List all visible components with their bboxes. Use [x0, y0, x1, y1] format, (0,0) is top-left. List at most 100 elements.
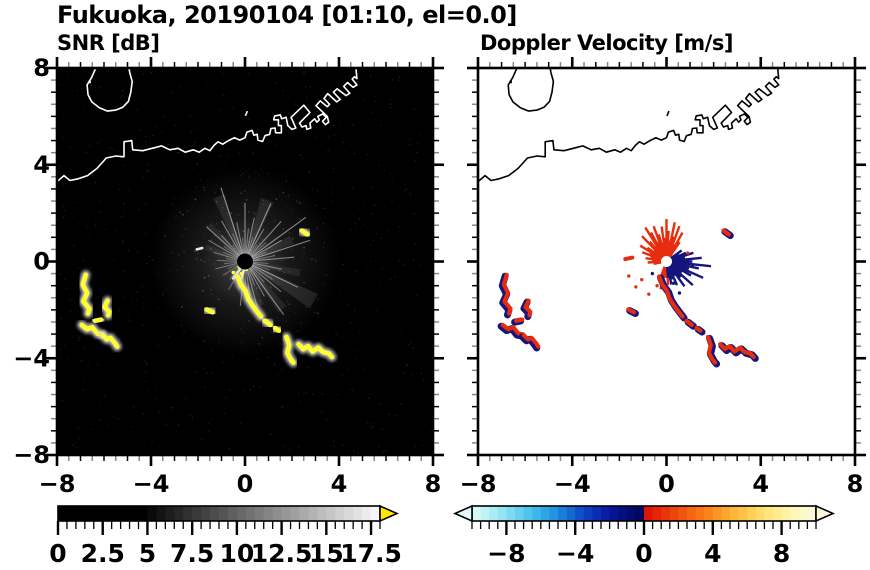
echo-feature: [656, 274, 685, 319]
coastline-path: [478, 68, 780, 183]
coastline-path: [244, 110, 249, 117]
colorbar-tick-label: 0: [49, 539, 66, 568]
bright-dash: [195, 246, 204, 251]
colorbar-tick-label: 12.5: [251, 539, 313, 568]
red-dash: [623, 255, 635, 262]
echo-feature: [204, 307, 215, 315]
navy-speck: [690, 264, 695, 269]
beam-wedge: [206, 222, 245, 262]
y-axis-tick-label: 4: [33, 151, 50, 179]
echo-feature: [80, 272, 92, 316]
echo-feature: [102, 298, 112, 318]
radar-center-disk: [237, 253, 253, 270]
echo-dot: [231, 270, 236, 275]
red-speck: [655, 283, 659, 288]
island-speck: [88, 80, 91, 84]
x-axis-tick-label: 0: [237, 470, 254, 498]
snr-panel-title: SNR [dB]: [57, 31, 160, 55]
panel-border: [476, 66, 857, 457]
colorbar-tick-label: 4: [704, 539, 721, 568]
navy-speck: [650, 271, 655, 276]
y-axis-tick-label: 8: [33, 54, 50, 82]
echo-feature: [284, 334, 296, 365]
colorbar-tick-label: −8: [487, 539, 525, 568]
x-axis-tick-label: −8: [460, 470, 497, 498]
red-speck: [686, 251, 690, 255]
echo-feature: [262, 318, 273, 328]
x-axis-tick-label: −4: [133, 470, 170, 498]
echo-feature: [626, 307, 637, 315]
colorbar-tick-label: 7.5: [170, 539, 214, 568]
radial-streak: [244, 216, 307, 262]
snr-axes: −8 −4 0 4 8 8 4 0 −4 −8: [13, 54, 444, 498]
colorbar-tick-label: 10: [219, 539, 254, 568]
navy-speck: [677, 291, 682, 295]
beam-wedge: [213, 194, 245, 262]
beam-wedge: [245, 261, 265, 307]
coastline-path: [86, 68, 133, 112]
red-speck: [647, 292, 651, 296]
x-axis-tick-label: 4: [331, 470, 348, 498]
y-axis-tick-label: 0: [33, 248, 50, 276]
snr-map: [57, 68, 433, 455]
doppler-panel-title: Doppler Velocity [m/s]: [480, 31, 733, 55]
coastline-path: [507, 68, 555, 112]
figure-title: Fukuoka, 20190104 [01:10, el=0.0]: [57, 1, 517, 29]
echo-feature: [296, 341, 335, 360]
echo-feature: [92, 317, 104, 324]
under-range-arrow: [453, 504, 473, 523]
coastline-path: [666, 110, 670, 117]
radial-streak: [244, 239, 310, 263]
echo-feature: [521, 333, 541, 349]
radial-streak: [244, 256, 295, 263]
x-axis-tick-label: 0: [658, 470, 675, 498]
y-axis-tick-label: −4: [13, 344, 50, 372]
red-speck: [640, 277, 644, 282]
echo-feature: [523, 298, 533, 318]
echo-feature: [705, 334, 718, 365]
over-range-arrow: [379, 504, 399, 523]
echo-feature: [299, 228, 310, 237]
colorbar-tick-label: −4: [556, 539, 594, 568]
colorbar-tick-label: 2.5: [81, 539, 125, 568]
radial-streak: [244, 220, 282, 262]
echo-feature: [514, 317, 525, 323]
x-axis-tick-label: −8: [39, 470, 76, 498]
over-range-arrow: [815, 504, 835, 523]
beam-wedge: [245, 261, 287, 313]
panel-border: [55, 66, 435, 457]
echo-feature: [718, 342, 756, 360]
radial-streak: [244, 261, 285, 316]
echo-feature: [100, 333, 120, 349]
doppler-axes: −8 −4 0 4 8: [460, 57, 866, 498]
radial-streak: [244, 261, 299, 288]
echo-feature: [694, 325, 703, 333]
radial-streak: [244, 203, 272, 262]
coastline-path: [57, 68, 358, 183]
radar-center-disk: [661, 256, 672, 267]
beam-wedge: [245, 261, 301, 277]
navy-speck: [671, 281, 676, 285]
echo-feature: [500, 322, 526, 337]
island-speck: [509, 80, 512, 84]
beam-wedge: [204, 244, 245, 262]
echo-dot: [239, 271, 244, 276]
doppler-colorbar: −8 −4 0 4 8: [453, 504, 835, 568]
colorbar-tick-label: 8: [773, 539, 790, 568]
radial-streak: [206, 226, 246, 262]
colorbar-tick-label: 15: [309, 539, 344, 568]
y-axis-tick-label: −8: [13, 441, 50, 469]
echo-feature: [721, 228, 731, 237]
radial-streak: [220, 187, 246, 262]
beam-wedge: [245, 261, 318, 309]
doppler-map: [478, 68, 855, 455]
x-axis-tick-label: −4: [554, 470, 591, 498]
red-speck: [634, 285, 638, 289]
x-axis-tick-label: 8: [425, 470, 442, 498]
beam-wedge: [245, 235, 294, 262]
echo-feature: [272, 325, 282, 333]
colorbar-tick-label: 17.5: [340, 539, 402, 568]
